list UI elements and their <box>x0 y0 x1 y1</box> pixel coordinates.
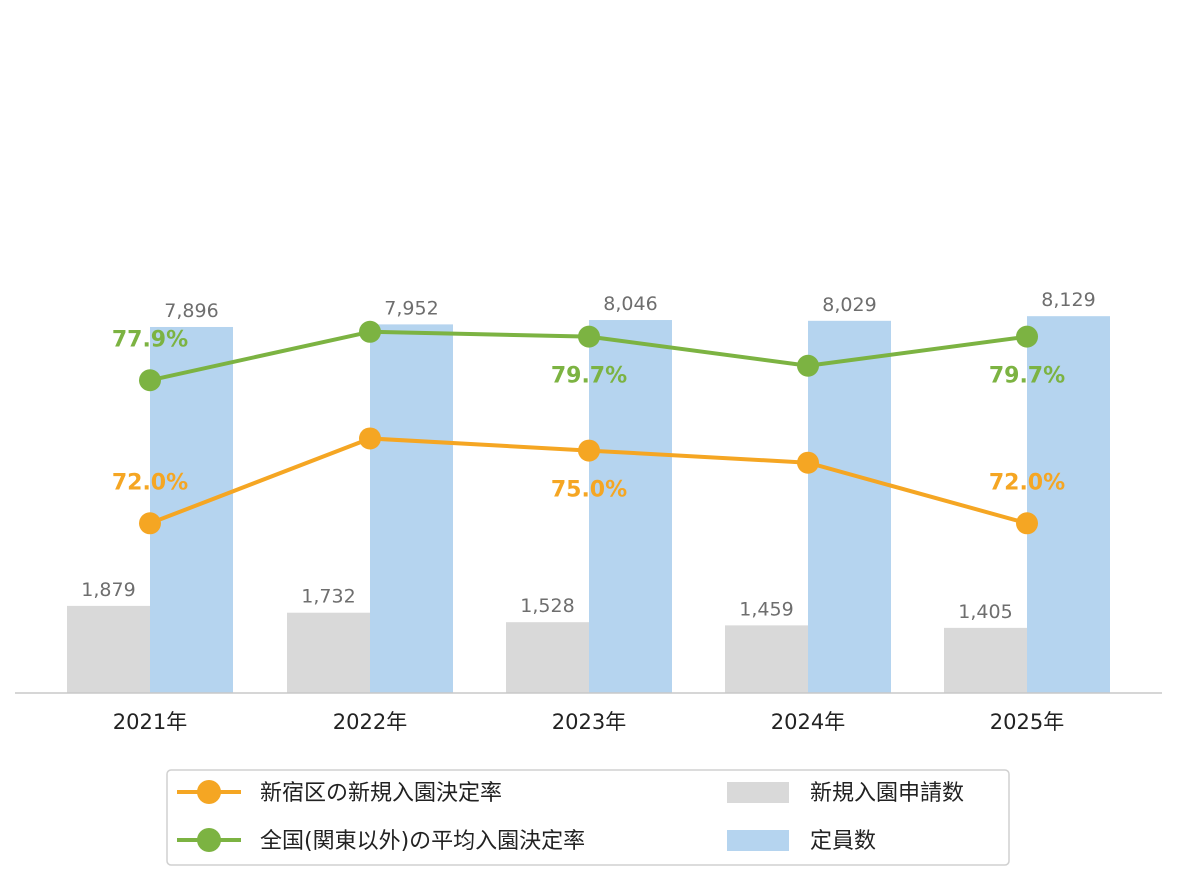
bar-value-label: 1,528 <box>520 595 574 617</box>
bar-applications <box>67 605 150 693</box>
line-value-label: 72.0% <box>989 470 1065 495</box>
legend-label: 新規入園申請数 <box>810 781 964 806</box>
legend-marker-swatch <box>197 780 221 804</box>
line-point <box>139 512 161 535</box>
line-value-label: 79.7% <box>551 364 627 389</box>
line-point <box>139 369 161 392</box>
line-point <box>797 354 819 377</box>
bar-value-label: 1,732 <box>301 586 355 608</box>
bar-applications <box>287 612 370 693</box>
line-point <box>359 320 381 343</box>
x-tick-label: 2023年 <box>552 710 626 734</box>
bar-capacity <box>589 320 672 693</box>
line-value-label: 79.7% <box>989 364 1065 389</box>
legend-label: 全国(関東以外)の平均入園決定率 <box>260 829 585 854</box>
line-point <box>359 427 381 450</box>
line-point <box>1016 325 1038 348</box>
x-axis-ticks: 2021年 2022年 2023年 2024年 2025年 <box>113 710 1064 734</box>
line-value-label: 75.0% <box>551 478 627 503</box>
line-value-label: 72.0% <box>112 470 188 495</box>
line-layer: 72.0% 75.0% 72.0% 77.9% 79.7% 79.7% <box>112 320 1065 535</box>
bar-value-label: 1,459 <box>739 598 793 620</box>
legend-frame <box>166 769 1010 866</box>
bar-capacity <box>370 324 453 693</box>
line-point <box>797 451 819 474</box>
bar-applications <box>506 622 589 693</box>
bar-value-label: 7,896 <box>164 300 218 322</box>
bar-applications <box>725 625 808 693</box>
bar-value-label: 8,129 <box>1041 289 1095 311</box>
x-tick-label: 2022年 <box>333 710 407 734</box>
line-point <box>1016 512 1038 535</box>
line-point <box>578 325 600 348</box>
legend-label: 定員数 <box>810 829 876 854</box>
bar-value-label: 8,046 <box>603 293 657 315</box>
legend-bar-swatch <box>727 830 789 851</box>
legend-bar-swatch <box>727 782 789 803</box>
bar-capacity <box>1027 316 1110 693</box>
line-point <box>578 439 600 462</box>
x-tick-label: 2025年 <box>990 710 1064 734</box>
bar-capacity <box>150 326 233 693</box>
legend-label: 新宿区の新規入園決定率 <box>260 781 502 806</box>
bar-value-label: 8,029 <box>822 294 876 316</box>
legend-marker-swatch <box>197 828 221 852</box>
x-tick-label: 2021年 <box>113 710 187 734</box>
bar-value-label: 1,879 <box>81 579 135 601</box>
bar-applications <box>944 627 1027 693</box>
line-value-label: 77.9% <box>112 327 188 352</box>
bar-value-label: 7,952 <box>384 297 438 319</box>
bar-value-label: 1,405 <box>958 601 1012 623</box>
x-tick-label: 2024年 <box>771 710 845 734</box>
bar-capacity <box>808 320 891 693</box>
bar-layer: 1,879 1,732 1,528 1,459 1,405 7,896 7,952 8,046… <box>67 289 1110 693</box>
